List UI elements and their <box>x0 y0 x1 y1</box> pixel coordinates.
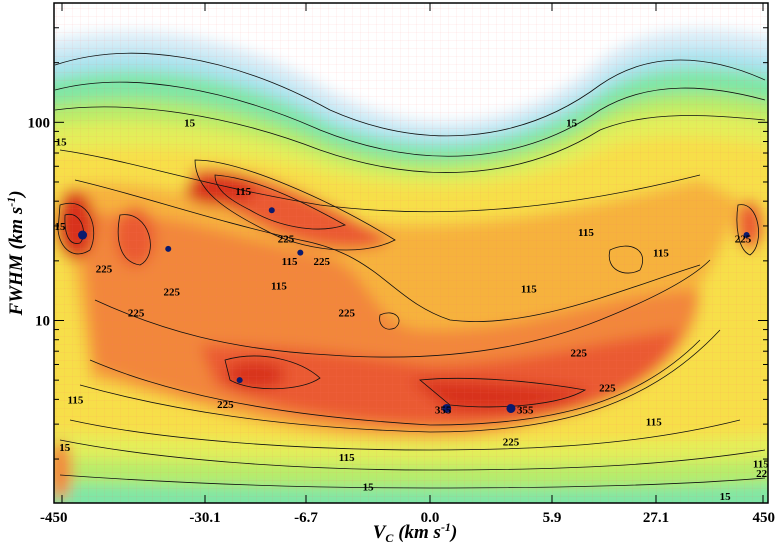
peak-marker <box>236 377 243 384</box>
x-tick-label: 27.1 <box>643 510 669 526</box>
contour-label: 15 <box>363 482 375 494</box>
y-tick-label: 100 <box>28 115 51 131</box>
contour-line <box>54 106 766 173</box>
contour-line <box>117 214 151 266</box>
y-axis-label-main: FWHM (km s <box>6 207 27 317</box>
contour-line <box>419 377 587 408</box>
contour-label: 15 <box>56 137 68 149</box>
contour-label: 115 <box>235 186 251 198</box>
contour-label: 225 <box>217 399 234 411</box>
contour-label: 115 <box>50 221 66 233</box>
peak-marker <box>268 207 275 214</box>
contour-line <box>69 419 741 451</box>
contour-label: 15 <box>184 117 196 129</box>
peak-marker <box>297 249 304 256</box>
contour-label: 15 <box>566 117 578 129</box>
contour-line <box>59 439 766 471</box>
axis-ticks <box>54 2 768 503</box>
plot-frame <box>53 2 769 504</box>
contour-label: 225 <box>571 347 588 359</box>
contour-line <box>224 355 321 390</box>
x-tick-label: 0.0 <box>421 510 440 526</box>
contour-label: 15 <box>59 442 71 454</box>
contour-line <box>94 259 711 358</box>
contour-label: 115 <box>521 284 537 296</box>
peak-marker <box>743 232 750 239</box>
x-tick-label: 450 <box>753 510 776 526</box>
x-axis-label-main: V <box>373 522 387 543</box>
contour-line <box>74 179 701 322</box>
contour-line <box>57 202 95 255</box>
y-tick-label: 10 <box>35 314 50 330</box>
contour-lines <box>54 52 766 489</box>
x-tick-label: -6.7 <box>294 510 318 526</box>
x-axis-label-units: (km s <box>393 522 441 543</box>
contour-labels: 15 15 15 15 15 15 115 115 115 115 115 115 115 115 115 1… <box>50 117 773 503</box>
contour-label: 225 <box>278 233 295 245</box>
contour-label: 355 <box>435 405 452 417</box>
x-tick-label: 5.9 <box>543 510 562 526</box>
contour-line <box>214 174 346 230</box>
x-tick-labels: -450 -30.1 -6.7 0.0 5.9 27.1 450 <box>40 510 775 526</box>
contour-label: 115 <box>578 227 594 239</box>
x-axis-label-close: ) <box>449 522 457 543</box>
contour-line <box>59 149 701 213</box>
contour-line <box>64 214 84 244</box>
contour-label: 225 <box>314 256 331 268</box>
contour-label: 15 <box>720 491 732 503</box>
contour-label: 115 <box>67 394 83 406</box>
contour-label: 115 <box>282 256 298 268</box>
peak-marker <box>442 403 452 413</box>
contour-label: 225 <box>164 287 181 299</box>
y-axis-label-superscript: -1 <box>4 197 18 207</box>
y-axis-label: FWHM (km s-1) <box>4 190 27 316</box>
contour-label: 225 <box>756 468 773 480</box>
contour-line <box>89 339 701 426</box>
contour-label: 225 <box>735 233 752 245</box>
y-axis-label-close: ) <box>6 190 27 198</box>
x-axis-label: VC (km s-1) <box>373 520 458 545</box>
contour-line <box>54 52 766 137</box>
x-tick-label: -30.1 <box>189 510 220 526</box>
contour-label: 115 <box>653 248 669 260</box>
contour-label: 225 <box>599 382 616 394</box>
contour-label: 225 <box>128 307 145 319</box>
contour-line <box>79 329 721 433</box>
contour-label: 225 <box>503 437 520 449</box>
x-axis-label-superscript: -1 <box>441 520 451 534</box>
contour-label: 225 <box>338 307 355 319</box>
contour-label: 115 <box>271 281 287 293</box>
contour-label: 115 <box>646 416 662 428</box>
peak-marker <box>165 245 172 252</box>
peak-marker <box>506 403 516 413</box>
x-tick-label: -450 <box>40 510 68 526</box>
peak-marker <box>78 230 88 240</box>
contour-line <box>736 204 759 256</box>
x-axis-label-subscript: C <box>385 531 394 545</box>
contour-line <box>59 474 766 489</box>
contour-line <box>379 312 400 330</box>
plot-area: 15 15 15 15 15 15 115 115 115 115 115 115 115 115 115 1… <box>50 3 773 503</box>
contour-label: 225 <box>96 263 113 275</box>
contour-label: 355 <box>517 405 534 417</box>
contour-line <box>194 159 396 251</box>
contour-label: 115 <box>339 452 355 464</box>
contour-label: 115 <box>753 458 769 470</box>
contour-line <box>54 81 766 157</box>
peak-markers <box>78 207 750 413</box>
y-tick-labels: 10 100 <box>28 115 51 329</box>
